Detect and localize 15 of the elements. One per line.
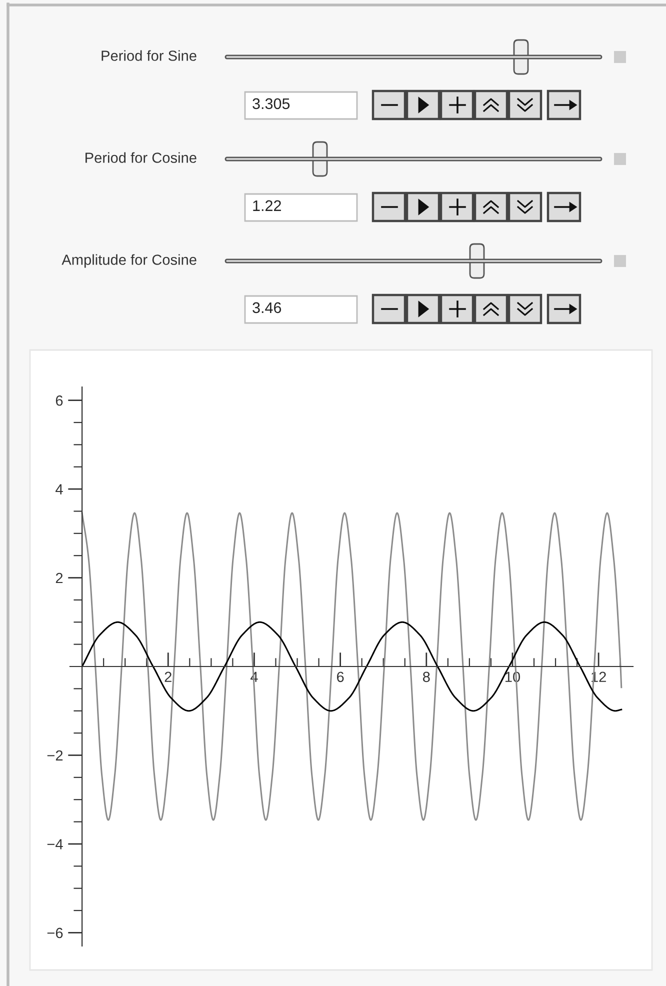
- y-tick-label: 4: [56, 484, 63, 494]
- text: 3.46: [252, 302, 282, 314]
- y-tick-label: −2: [47, 750, 63, 761]
- text: 3.305: [252, 98, 290, 110]
- y-tick-label: 2: [56, 572, 63, 584]
- x-tick-label: 8: [422, 672, 430, 682]
- text: 1.22: [253, 200, 281, 211]
- x-tick-label: 6: [336, 672, 344, 682]
- y-tick-label: −4: [47, 839, 63, 850]
- text: Amplitude for Cosine: [62, 254, 196, 268]
- y-tick-label: 6: [56, 395, 63, 406]
- text: Period for Cosine: [86, 152, 196, 163]
- text: Period for Sine: [102, 50, 196, 61]
- x-tick-label: 2: [164, 672, 172, 682]
- y-tick-label: −6: [47, 928, 63, 938]
